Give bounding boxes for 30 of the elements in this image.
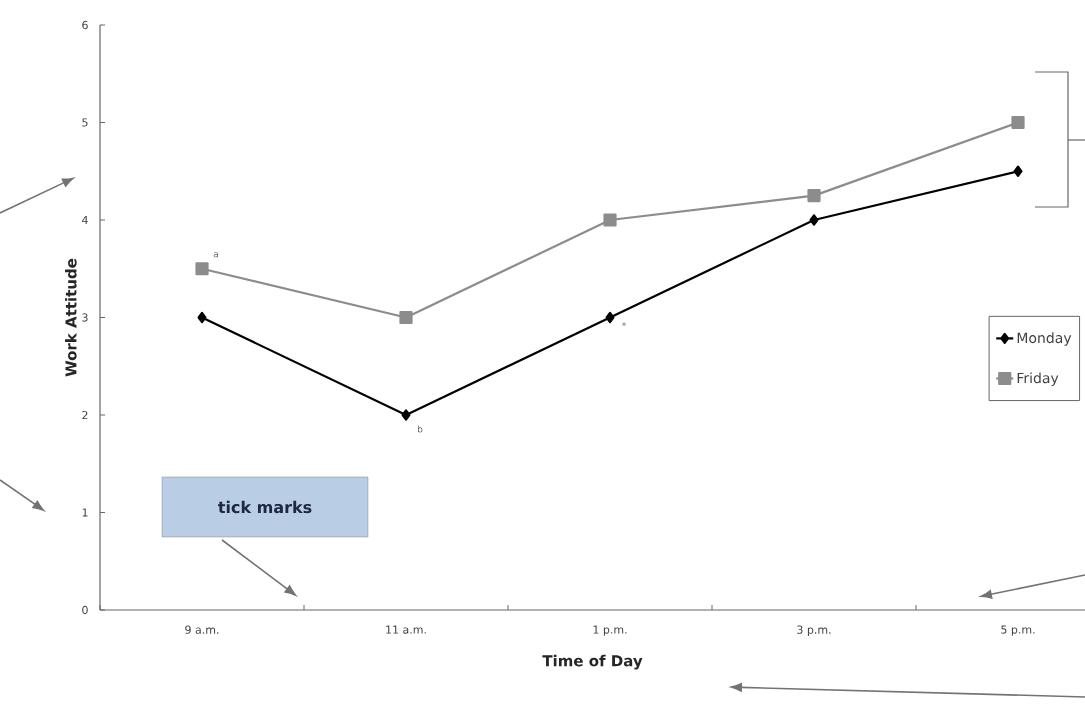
annotation: tick marks (218, 500, 312, 514)
y-tick-label: 6 (82, 20, 88, 30)
point (195, 262, 209, 276)
point (603, 213, 617, 227)
point (197, 311, 207, 324)
y-tick-label: 3 (82, 313, 88, 322)
point (605, 311, 615, 324)
x-tick-label: 1 p.m. (593, 625, 627, 636)
annotation: a (213, 252, 218, 258)
point (401, 409, 411, 421)
y-tick-label: 2 (82, 410, 88, 420)
point (1013, 165, 1023, 177)
point (809, 214, 819, 226)
legend-label: Friday (1017, 372, 1059, 386)
x-tick-label: 5 p.m. (1001, 625, 1035, 636)
y-axis-title: Work Attitude (65, 258, 77, 377)
x-tick-label: 3 p.m. (797, 625, 831, 636)
x-axis-title: Time of Day (542, 654, 643, 670)
point (1011, 115, 1025, 130)
legend-label: Monday (1017, 332, 1072, 346)
point (807, 189, 821, 203)
x-tick-label: 11 a.m. (386, 625, 426, 634)
annotation: * (622, 322, 626, 327)
point (399, 310, 413, 325)
y-tick-label: 4 (82, 215, 88, 225)
y-tick-label: 1 (82, 508, 88, 517)
x-tick-label: 9 a.m. (185, 625, 219, 634)
y-tick-label: 0 (82, 605, 88, 615)
y-tick-label: 5 (82, 118, 88, 127)
annotation: b (417, 425, 423, 433)
